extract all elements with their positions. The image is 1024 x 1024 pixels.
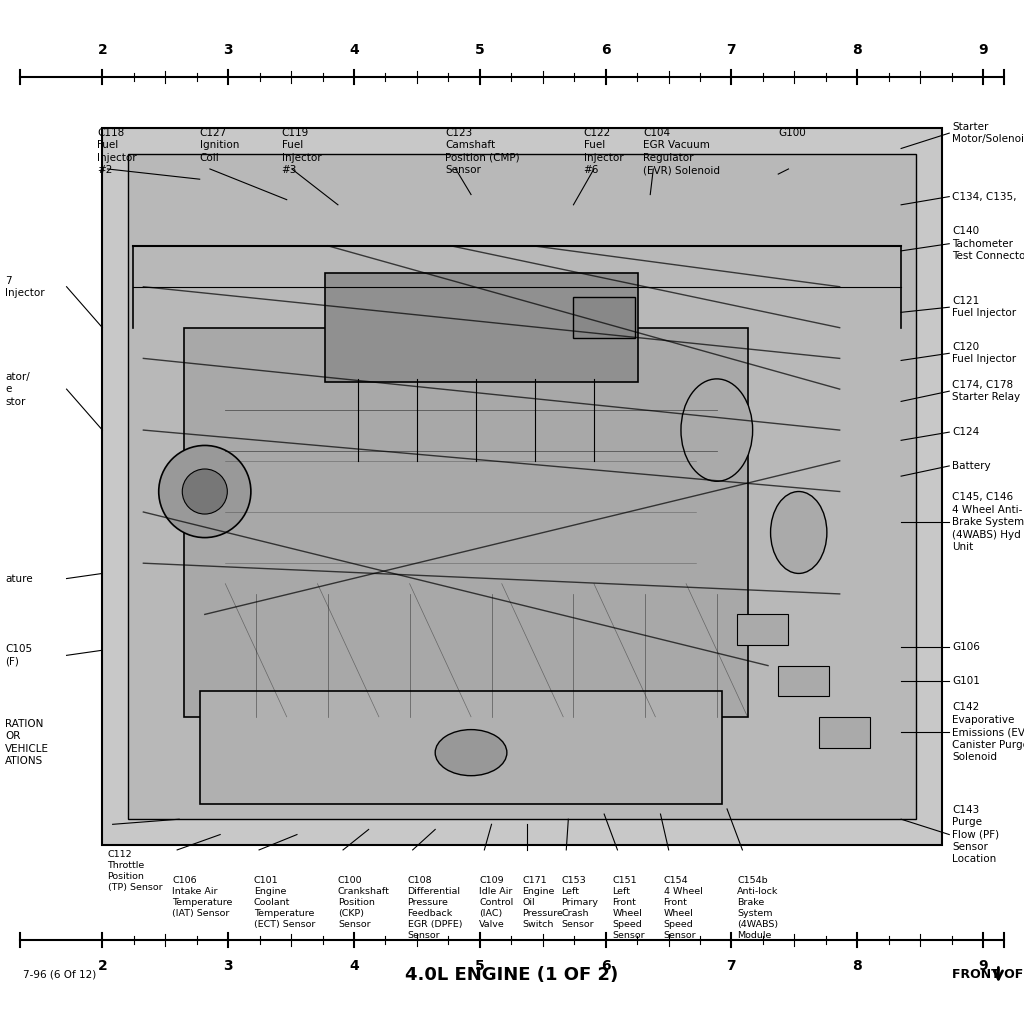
Ellipse shape — [770, 492, 827, 573]
Text: 4: 4 — [349, 959, 358, 974]
Text: 8: 8 — [852, 959, 862, 974]
Text: C140
Tachometer
Test Connector: C140 Tachometer Test Connector — [952, 226, 1024, 261]
Text: C118
Fuel
Injector
#2: C118 Fuel Injector #2 — [97, 128, 137, 175]
Text: 9: 9 — [978, 43, 988, 57]
Text: C174, C178
Starter Relay: C174, C178 Starter Relay — [952, 380, 1021, 402]
Text: 5: 5 — [475, 959, 484, 974]
Text: C105
(F): C105 (F) — [5, 644, 32, 667]
Bar — [778, 666, 829, 696]
Text: 6: 6 — [601, 959, 610, 974]
Text: C154
4 Wheel
Front
Wheel
Speed
Sensor: C154 4 Wheel Front Wheel Speed Sensor — [664, 876, 702, 940]
Text: C104
EGR Vacuum
Regulator
(EVR) Solenoid: C104 EGR Vacuum Regulator (EVR) Solenoid — [643, 128, 720, 175]
Text: 9: 9 — [978, 959, 988, 974]
FancyBboxPatch shape — [200, 691, 722, 804]
Text: C154b
Anti-lock
Brake
System
(4WABS)
Module: C154b Anti-lock Brake System (4WABS) Mod… — [737, 876, 778, 940]
Text: C120
Fuel Injector: C120 Fuel Injector — [952, 342, 1017, 365]
FancyBboxPatch shape — [128, 154, 916, 819]
Text: G100: G100 — [778, 128, 806, 138]
Text: C143
Purge
Flow (PF)
Sensor
Location: C143 Purge Flow (PF) Sensor Location — [952, 805, 999, 864]
Text: 8: 8 — [852, 43, 862, 57]
Text: G106: G106 — [952, 642, 980, 652]
Text: C153
Left
Primary
Crash
Sensor: C153 Left Primary Crash Sensor — [561, 876, 598, 929]
Text: RATION
OR
VEHICLE
ATIONS: RATION OR VEHICLE ATIONS — [5, 719, 49, 766]
Text: G101: G101 — [952, 676, 980, 686]
Text: 2: 2 — [97, 43, 108, 57]
Text: C100
Crankshaft
Position
(CKP)
Sensor: C100 Crankshaft Position (CKP) Sensor — [338, 876, 390, 929]
Ellipse shape — [435, 729, 507, 776]
Text: 3: 3 — [223, 959, 233, 974]
Text: ature: ature — [5, 573, 33, 584]
FancyBboxPatch shape — [325, 273, 638, 382]
Text: C142
Evaporative
Emissions (EVAP)
Canister Purge
Solenoid: C142 Evaporative Emissions (EVAP) Canist… — [952, 702, 1024, 762]
Bar — [573, 297, 635, 338]
Text: C171
Engine
Oil
Pressure
Switch: C171 Engine Oil Pressure Switch — [522, 876, 563, 929]
Text: 7
Injector: 7 Injector — [5, 275, 45, 298]
Text: 7: 7 — [727, 959, 736, 974]
FancyBboxPatch shape — [102, 128, 942, 845]
Text: C119
Fuel
Injector
#3: C119 Fuel Injector #3 — [282, 128, 322, 175]
Text: FRONT OF: FRONT OF — [952, 969, 1024, 981]
Text: C151
Left
Front
Wheel
Speed
Sensor: C151 Left Front Wheel Speed Sensor — [612, 876, 645, 940]
Ellipse shape — [681, 379, 753, 481]
Text: C112
Throttle
Position
(TP) Sensor: C112 Throttle Position (TP) Sensor — [108, 850, 162, 892]
Text: C108
Differential
Pressure
Feedback
EGR (DPFE)
Sensor: C108 Differential Pressure Feedback EGR … — [408, 876, 462, 940]
Bar — [184, 328, 748, 717]
Text: 7-96 (6 Of 12): 7-96 (6 Of 12) — [23, 970, 96, 980]
Text: C106
Intake Air
Temperature
(IAT) Sensor: C106 Intake Air Temperature (IAT) Sensor — [172, 876, 232, 918]
Bar — [737, 614, 788, 645]
Bar — [819, 717, 870, 748]
Circle shape — [159, 445, 251, 538]
Text: Battery: Battery — [952, 461, 991, 471]
Circle shape — [182, 469, 227, 514]
Text: C123
Camshaft
Position (CMP)
Sensor: C123 Camshaft Position (CMP) Sensor — [445, 128, 520, 175]
Text: C121
Fuel Injector: C121 Fuel Injector — [952, 296, 1017, 318]
Text: C127
Ignition
Coil: C127 Ignition Coil — [200, 128, 239, 163]
Text: C122
Fuel
Injector
#6: C122 Fuel Injector #6 — [584, 128, 624, 175]
Text: 7: 7 — [727, 43, 736, 57]
Text: 2: 2 — [97, 959, 108, 974]
Text: 3: 3 — [223, 43, 233, 57]
Text: 6: 6 — [601, 43, 610, 57]
Text: 4.0L ENGINE (1 OF 2): 4.0L ENGINE (1 OF 2) — [406, 966, 618, 984]
Text: Starter
Motor/Solenoid: Starter Motor/Solenoid — [952, 122, 1024, 144]
Text: C134, C135,: C134, C135, — [952, 191, 1017, 202]
Text: ator/
e
stor: ator/ e stor — [5, 372, 30, 407]
Text: 4: 4 — [349, 43, 358, 57]
Text: C101
Engine
Coolant
Temperature
(ECT) Sensor: C101 Engine Coolant Temperature (ECT) Se… — [254, 876, 315, 929]
Text: C109
Idle Air
Control
(IAC)
Valve: C109 Idle Air Control (IAC) Valve — [479, 876, 513, 929]
Text: C124: C124 — [952, 427, 980, 437]
Text: C145, C146
4 Wheel Anti-
Brake System
(4WABS) Hyd
Unit: C145, C146 4 Wheel Anti- Brake System (4… — [952, 493, 1024, 552]
Text: 5: 5 — [475, 43, 484, 57]
